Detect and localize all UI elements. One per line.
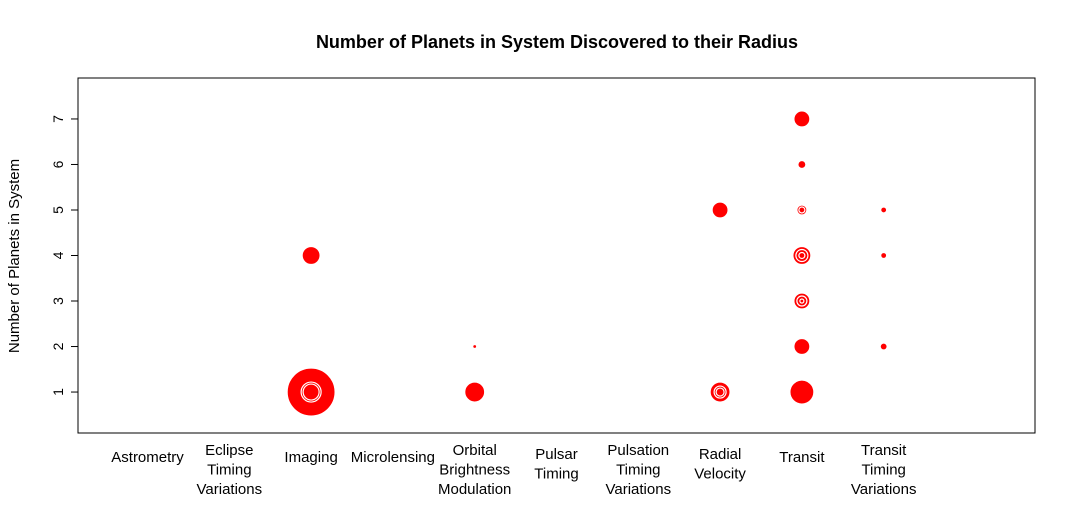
data-point [789,379,815,405]
data-points [286,110,888,417]
data-point [798,206,806,214]
x-category-label: Timing [861,462,905,479]
data-point [799,298,805,304]
x-category-label: Pulsar [535,446,578,463]
x-category-label: Timing [534,466,578,483]
y-axis: 1 2 3 4 5 6 7 [50,115,78,396]
x-category-label: Eclipse [205,442,253,459]
data-point [301,245,321,266]
x-category-label: Variations [851,481,917,498]
y-tick-label: 2 [50,342,66,350]
data-point [464,381,486,403]
data-point [302,383,320,401]
y-tick-label: 7 [50,115,66,123]
x-category-label: Radial [699,446,742,463]
x-category-label: Timing [616,462,660,479]
y-tick-label: 4 [50,251,66,259]
y-tick-label: 1 [50,388,66,396]
y-axis-label: Number of Planets in System [6,159,23,353]
data-point [880,206,888,214]
data-point [793,110,811,128]
x-category-label: Variations [197,481,263,498]
data-point [715,387,725,397]
x-category-label: Microlensing [351,449,435,466]
x-category-label: Modulation [438,481,511,498]
x-category-label: Pulsation [607,442,669,459]
data-point [880,251,888,260]
plot-frame [77,77,1036,434]
x-category-label: Astrometry [111,449,184,466]
chart-title: Number of Planets in System Discovered t… [316,32,798,52]
data-point [472,343,478,350]
y-tick-label: 3 [50,297,66,305]
data-point [797,159,807,170]
data-point [798,251,806,260]
x-category-label: Transit [779,449,825,466]
y-tick-label: 6 [50,160,66,168]
x-category-label: Transit [861,442,907,459]
data-point [879,342,888,351]
x-category-label: Velocity [694,466,746,483]
y-tick-label: 5 [50,206,66,214]
x-category-label: Orbital [453,442,497,459]
x-axis-category-labels: Astrometry Eclipse Timing Variations Imaging… [111,442,916,498]
x-category-label: Variations [605,481,671,498]
x-category-label: Imaging [284,449,337,466]
data-point [711,201,729,219]
x-category-label: Brightness [439,462,510,479]
data-point [793,337,811,356]
x-category-label: Timing [207,462,251,479]
